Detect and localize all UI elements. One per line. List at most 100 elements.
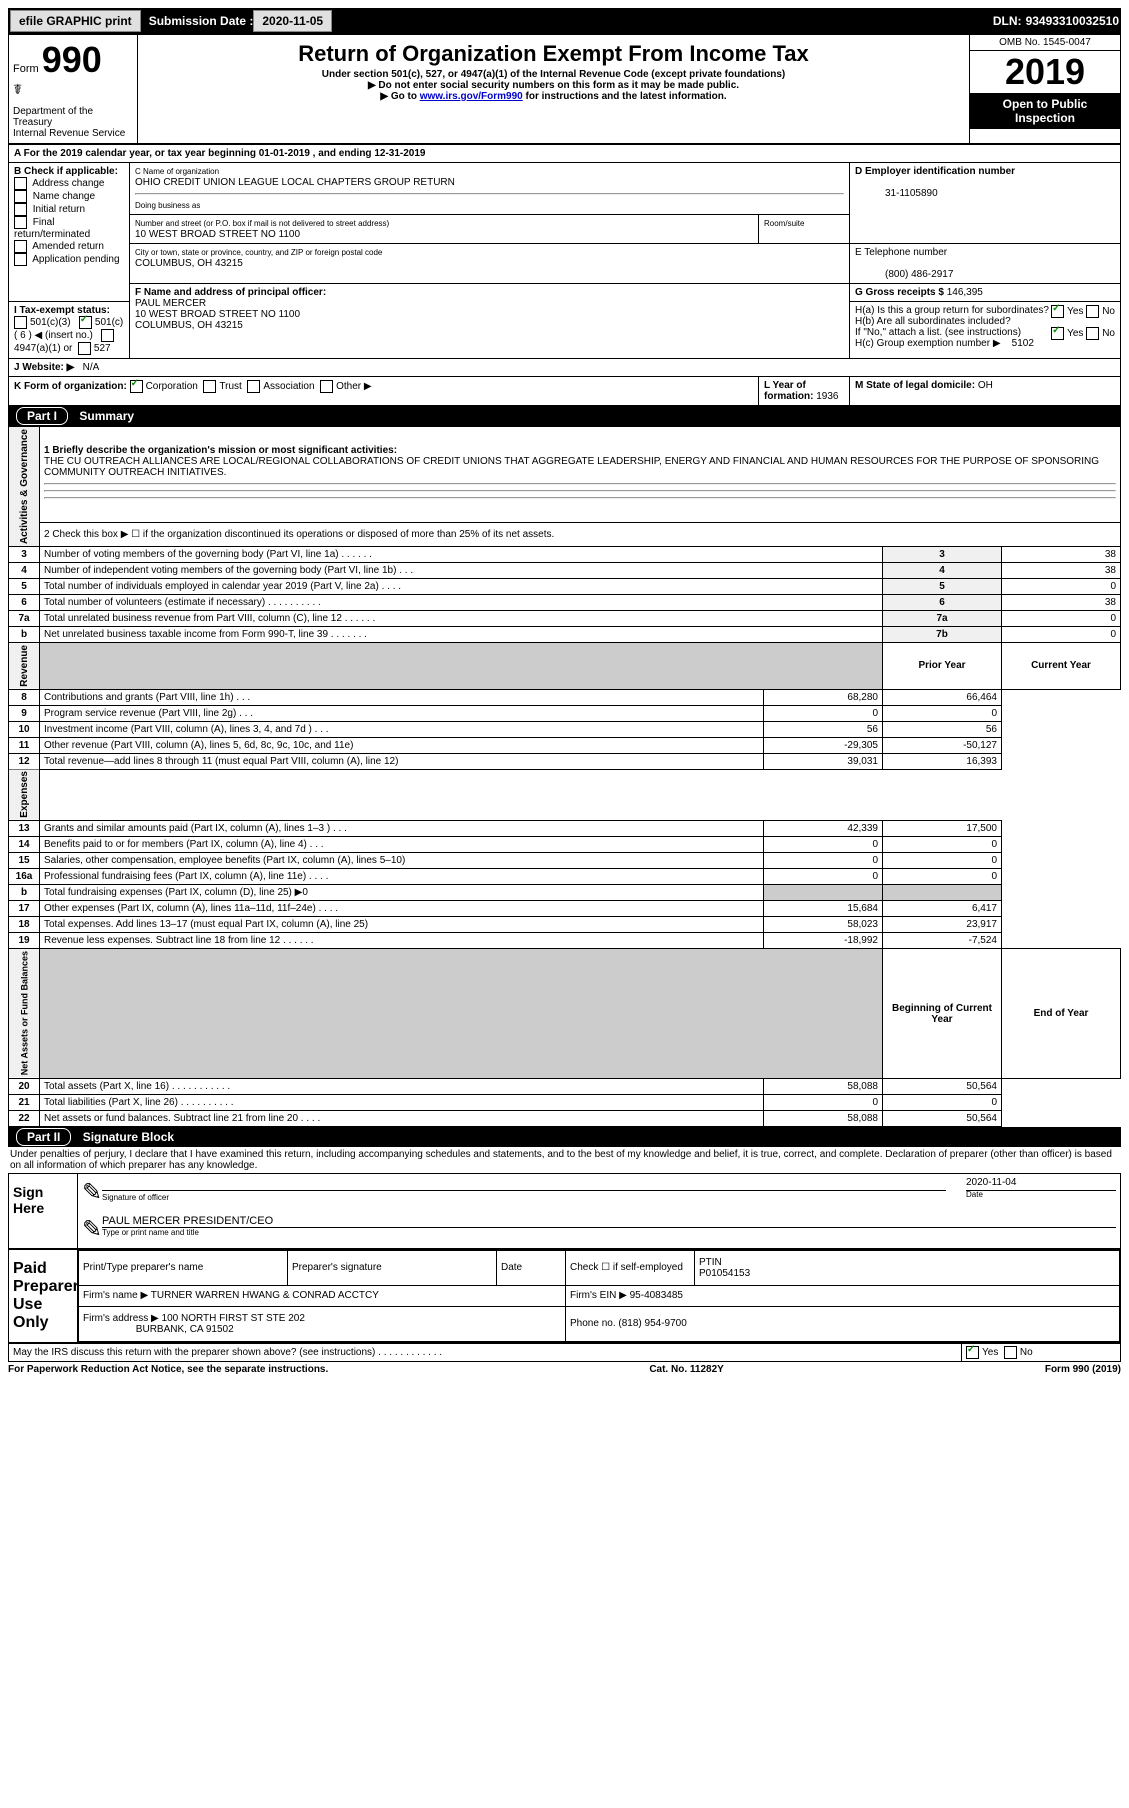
ha-no[interactable] — [1086, 305, 1099, 318]
hb-no[interactable] — [1086, 327, 1099, 340]
lineno: 15 — [9, 853, 40, 869]
lineno: 13 — [9, 821, 40, 837]
lineno: 17 — [9, 901, 40, 917]
sig-name-label: Type or print name and title — [102, 1227, 1116, 1237]
tax-year: 2019 — [970, 51, 1120, 93]
line-text: Professional fundraising fees (Part IX, … — [40, 869, 764, 885]
firm-addr1: 100 NORTH FIRST ST STE 202 — [162, 1313, 305, 1324]
line-text: Salaries, other compensation, employee b… — [40, 853, 764, 869]
dln-value: 93493310032510 — [1026, 14, 1119, 28]
value: 38 — [1002, 595, 1121, 611]
efile-button[interactable]: efile GRAPHIC print — [10, 10, 141, 32]
checkbox-501c[interactable] — [79, 316, 92, 329]
prior-year: 0 — [764, 837, 883, 853]
sig-officer-label: Signature of officer — [102, 1193, 169, 1202]
section-j: J Website: ▶ N/A — [9, 359, 1121, 377]
mission-text: THE CU OUTREACH ALLIANCES ARE LOCAL/REGI… — [44, 456, 1099, 478]
current-year: 0 — [883, 705, 1002, 721]
current-year-header: Current Year — [1002, 643, 1121, 690]
discuss-no[interactable] — [1004, 1346, 1017, 1359]
prep-date-label: Date — [497, 1250, 566, 1285]
current-year: 0 — [883, 853, 1002, 869]
prior-year: 0 — [764, 869, 883, 885]
sign-here-block: Sign Here ✎ Signature of officer 2020-11… — [8, 1173, 1121, 1249]
lineno: b — [9, 885, 40, 901]
note2-post: for instructions and the latest informat… — [526, 91, 727, 102]
value: 0 — [1002, 611, 1121, 627]
section-k: K Form of organization: Corporation Trus… — [9, 377, 759, 406]
discuss-yes[interactable] — [966, 1346, 979, 1359]
state-domicile: OH — [978, 380, 993, 391]
checkbox-initial-return[interactable] — [14, 203, 27, 216]
current-year: 17,500 — [883, 821, 1002, 837]
prior-year — [764, 885, 883, 901]
line-a: A For the 2019 calendar year, or tax yea… — [9, 145, 1121, 163]
officer-addr1: 10 WEST BROAD STREET NO 1100 — [135, 309, 300, 320]
section-e-phone: E Telephone number (800) 486-2917 — [850, 244, 1121, 284]
prior-year: 15,684 — [764, 901, 883, 917]
sig-name: PAUL MERCER PRESIDENT/CEO — [102, 1215, 1116, 1227]
lineno: 14 — [9, 837, 40, 853]
lineno: 5 — [9, 579, 40, 595]
checkbox-527[interactable] — [78, 342, 91, 355]
omb-number: OMB No. 1545-0047 — [970, 35, 1120, 51]
part2-header: Part II Signature Block — [8, 1127, 1121, 1147]
line-text: Grants and similar amounts paid (Part IX… — [40, 821, 764, 837]
k-corp[interactable] — [130, 380, 143, 393]
prior-year: 58,023 — [764, 917, 883, 933]
dept-irs: Internal Revenue Service — [13, 128, 133, 139]
line-text: Total liabilities (Part X, line 26) . . … — [40, 1094, 764, 1110]
firm-addr-cell: Firm's address ▶ 100 NORTH FIRST ST STE … — [79, 1306, 566, 1341]
label-revenue: Revenue — [9, 643, 40, 690]
eoy: 50,564 — [883, 1078, 1002, 1094]
checkbox-4947[interactable] — [101, 329, 114, 342]
checkbox-final-return-terminated[interactable] — [14, 216, 27, 229]
firm-addr2: BURBANK, CA 91502 — [136, 1324, 234, 1335]
boy-header: Beginning of Current Year — [883, 949, 1002, 1078]
current-year: 0 — [883, 869, 1002, 885]
lineno: 10 — [9, 721, 40, 737]
section-g: G Gross receipts $ 146,395 — [850, 284, 1121, 302]
value: 0 — [1002, 579, 1121, 595]
prior-year: 68,280 — [764, 689, 883, 705]
current-year: 6,417 — [883, 901, 1002, 917]
checkbox-amended-return[interactable] — [14, 240, 27, 253]
box-number: 7b — [883, 627, 1002, 643]
boy: 0 — [764, 1094, 883, 1110]
paid-preparer-label: Paid Preparer Use Only — [9, 1250, 78, 1342]
checkbox-name-change[interactable] — [14, 190, 27, 203]
line-text: Contributions and grants (Part VIII, lin… — [40, 689, 764, 705]
prior-year: -18,992 — [764, 933, 883, 949]
header-right: OMB No. 1545-0047 2019 Open to Public In… — [969, 35, 1120, 143]
hb-yes[interactable] — [1051, 327, 1064, 340]
ha-yes[interactable] — [1051, 305, 1064, 318]
k-other[interactable] — [320, 380, 333, 393]
k-assoc[interactable] — [247, 380, 260, 393]
dln-label: DLN: — [993, 14, 1022, 28]
form-number: 990 — [42, 39, 102, 80]
checkbox-application-pending[interactable] — [14, 253, 27, 266]
label-expenses: Expenses — [9, 769, 40, 821]
group-exemption: 5102 — [1012, 338, 1034, 349]
irs-link[interactable]: www.irs.gov/Form990 — [420, 91, 523, 102]
prior-year: -29,305 — [764, 737, 883, 753]
lineno: 9 — [9, 705, 40, 721]
ptin: P01054153 — [699, 1268, 750, 1279]
value: 0 — [1002, 627, 1121, 643]
prior-year: 0 — [764, 705, 883, 721]
current-year: 16,393 — [883, 753, 1002, 769]
checkbox-501c3[interactable] — [14, 316, 27, 329]
street-address: 10 WEST BROAD STREET NO 1100 — [135, 229, 300, 240]
officer-name: PAUL MERCER — [135, 298, 206, 309]
section-m: M State of legal domicile: OH — [850, 377, 1121, 406]
prior-year: 56 — [764, 721, 883, 737]
blank-cell2 — [40, 949, 883, 1078]
k-trust[interactable] — [203, 380, 216, 393]
lineno: 6 — [9, 595, 40, 611]
checkbox-address-change[interactable] — [14, 177, 27, 190]
eoy-header: End of Year — [1002, 949, 1121, 1078]
current-year: 23,917 — [883, 917, 1002, 933]
org-name: OHIO CREDIT UNION LEAGUE LOCAL CHAPTERS … — [135, 177, 455, 188]
lineno: 19 — [9, 933, 40, 949]
form-note2: ▶ Go to www.irs.gov/Form990 for instruct… — [142, 91, 965, 102]
